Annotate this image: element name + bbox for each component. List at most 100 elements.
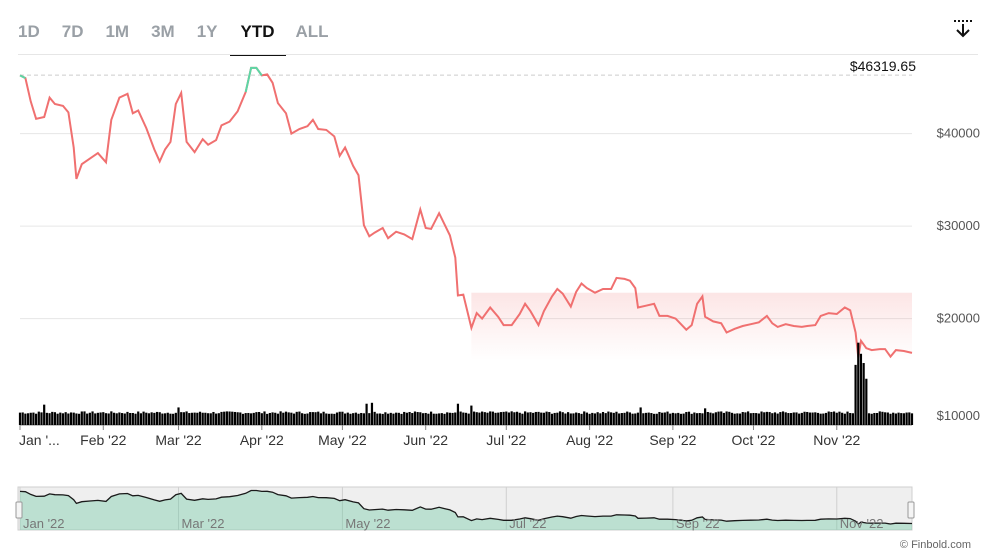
volume-bar <box>865 378 868 425</box>
volume-bar <box>623 412 626 425</box>
volume-bar <box>776 413 779 425</box>
volume-bar <box>456 403 460 425</box>
x-tick-label: Jul '22 <box>486 432 526 448</box>
volume-bar <box>298 411 301 425</box>
volume-bar <box>787 413 790 425</box>
volume-bar <box>392 413 395 425</box>
volume-bar <box>155 411 159 425</box>
volume-bar <box>467 413 470 425</box>
volume-bar <box>231 411 234 425</box>
tab-1d[interactable]: 1D <box>18 22 40 41</box>
volume-bar <box>615 411 618 425</box>
volume-bar <box>290 412 293 425</box>
volume-bar <box>198 411 202 425</box>
volume-bar <box>378 413 382 425</box>
volume-bar <box>271 412 274 425</box>
volume-bar <box>878 411 881 425</box>
volume-bar <box>800 412 803 425</box>
volume-bar <box>583 411 586 425</box>
volume-bar <box>112 412 116 425</box>
volume-bar <box>470 405 473 425</box>
volume-bar <box>346 412 349 425</box>
volume-bar <box>75 413 78 425</box>
volume-bar <box>585 412 589 425</box>
volume-bar <box>518 412 521 425</box>
volume-bar <box>274 412 277 425</box>
volume-bar <box>849 413 852 425</box>
volume-bar <box>462 412 465 425</box>
volume-bar <box>862 363 865 425</box>
volume-bar <box>510 411 513 425</box>
navigator-handle-right[interactable] <box>907 501 915 519</box>
volume-bar <box>784 412 787 425</box>
volume-bar <box>854 364 857 425</box>
x-tick-label: May '22 <box>318 432 367 448</box>
volume-bar <box>666 411 669 425</box>
navigator-tick-label: Nov '22 <box>840 516 884 531</box>
tab-7d[interactable]: 7D <box>61 22 84 41</box>
volume-bar <box>395 412 398 425</box>
price-range-shade <box>471 292 912 361</box>
tab-1m[interactable]: 1M <box>105 22 130 41</box>
tab-1y[interactable]: 1Y <box>196 22 218 41</box>
volume-bar <box>161 413 164 425</box>
volume-bar <box>349 413 352 425</box>
volume-bar <box>897 412 900 425</box>
volume-bar <box>67 413 70 425</box>
volume-bar <box>472 411 476 425</box>
volume-bar <box>875 413 879 425</box>
credit-text: © Finbold.com <box>899 539 971 551</box>
volume-bar <box>765 411 769 425</box>
volume-bar <box>419 412 422 425</box>
volume-bar <box>704 408 707 425</box>
volume-bar <box>695 413 699 425</box>
volume-bar <box>789 413 793 425</box>
volume-bar <box>343 413 347 425</box>
volume-bar <box>325 413 328 425</box>
volume-bar <box>553 412 556 425</box>
volume-bar <box>408 411 411 425</box>
volume-bar <box>411 413 414 425</box>
tab-3m[interactable]: 3M <box>151 22 175 41</box>
navigator-tick-label: Jan '22 <box>23 516 65 531</box>
volume-bar <box>526 412 529 425</box>
volume-bar <box>24 413 27 425</box>
volume-bar <box>131 412 134 425</box>
tab-ytd[interactable]: YTD <box>229 14 286 56</box>
y-tick-label: $10000 <box>937 408 980 423</box>
x-tick-label: Apr '22 <box>240 432 284 448</box>
download-arrow-icon[interactable] <box>951 18 975 42</box>
volume-bar <box>314 412 317 425</box>
volume-bar <box>21 412 24 425</box>
navigator-handle-left[interactable] <box>15 501 23 519</box>
volume-bar <box>701 413 704 425</box>
volume-bar <box>96 412 100 425</box>
volume-bar <box>650 413 653 425</box>
volume-bar <box>642 413 645 425</box>
volume-bar <box>867 413 871 425</box>
volume-bar <box>798 413 801 425</box>
volume-bar <box>604 413 607 425</box>
volume-bar <box>566 412 570 425</box>
volume-bar <box>421 413 425 425</box>
volume-bar <box>655 413 658 425</box>
volume-bar <box>32 412 35 425</box>
volume-bar <box>572 413 575 425</box>
volume-bar <box>233 411 237 425</box>
volume-bar <box>738 413 742 425</box>
volume-bar <box>435 413 438 425</box>
volume-bar <box>806 411 809 425</box>
volume-bar <box>577 413 580 425</box>
volume-bar <box>760 411 763 425</box>
volume-bar <box>720 411 723 425</box>
volume-bar <box>115 413 118 425</box>
volume-bar <box>682 413 685 425</box>
volume-bar <box>169 413 172 425</box>
y-tick-label: $40000 <box>937 126 980 141</box>
tab-all[interactable]: ALL <box>295 22 329 41</box>
volume-bar <box>306 413 309 425</box>
volume-bar <box>446 412 449 425</box>
volume-bar <box>341 411 344 425</box>
volume-bar <box>803 411 806 425</box>
volume-bar <box>851 413 854 425</box>
